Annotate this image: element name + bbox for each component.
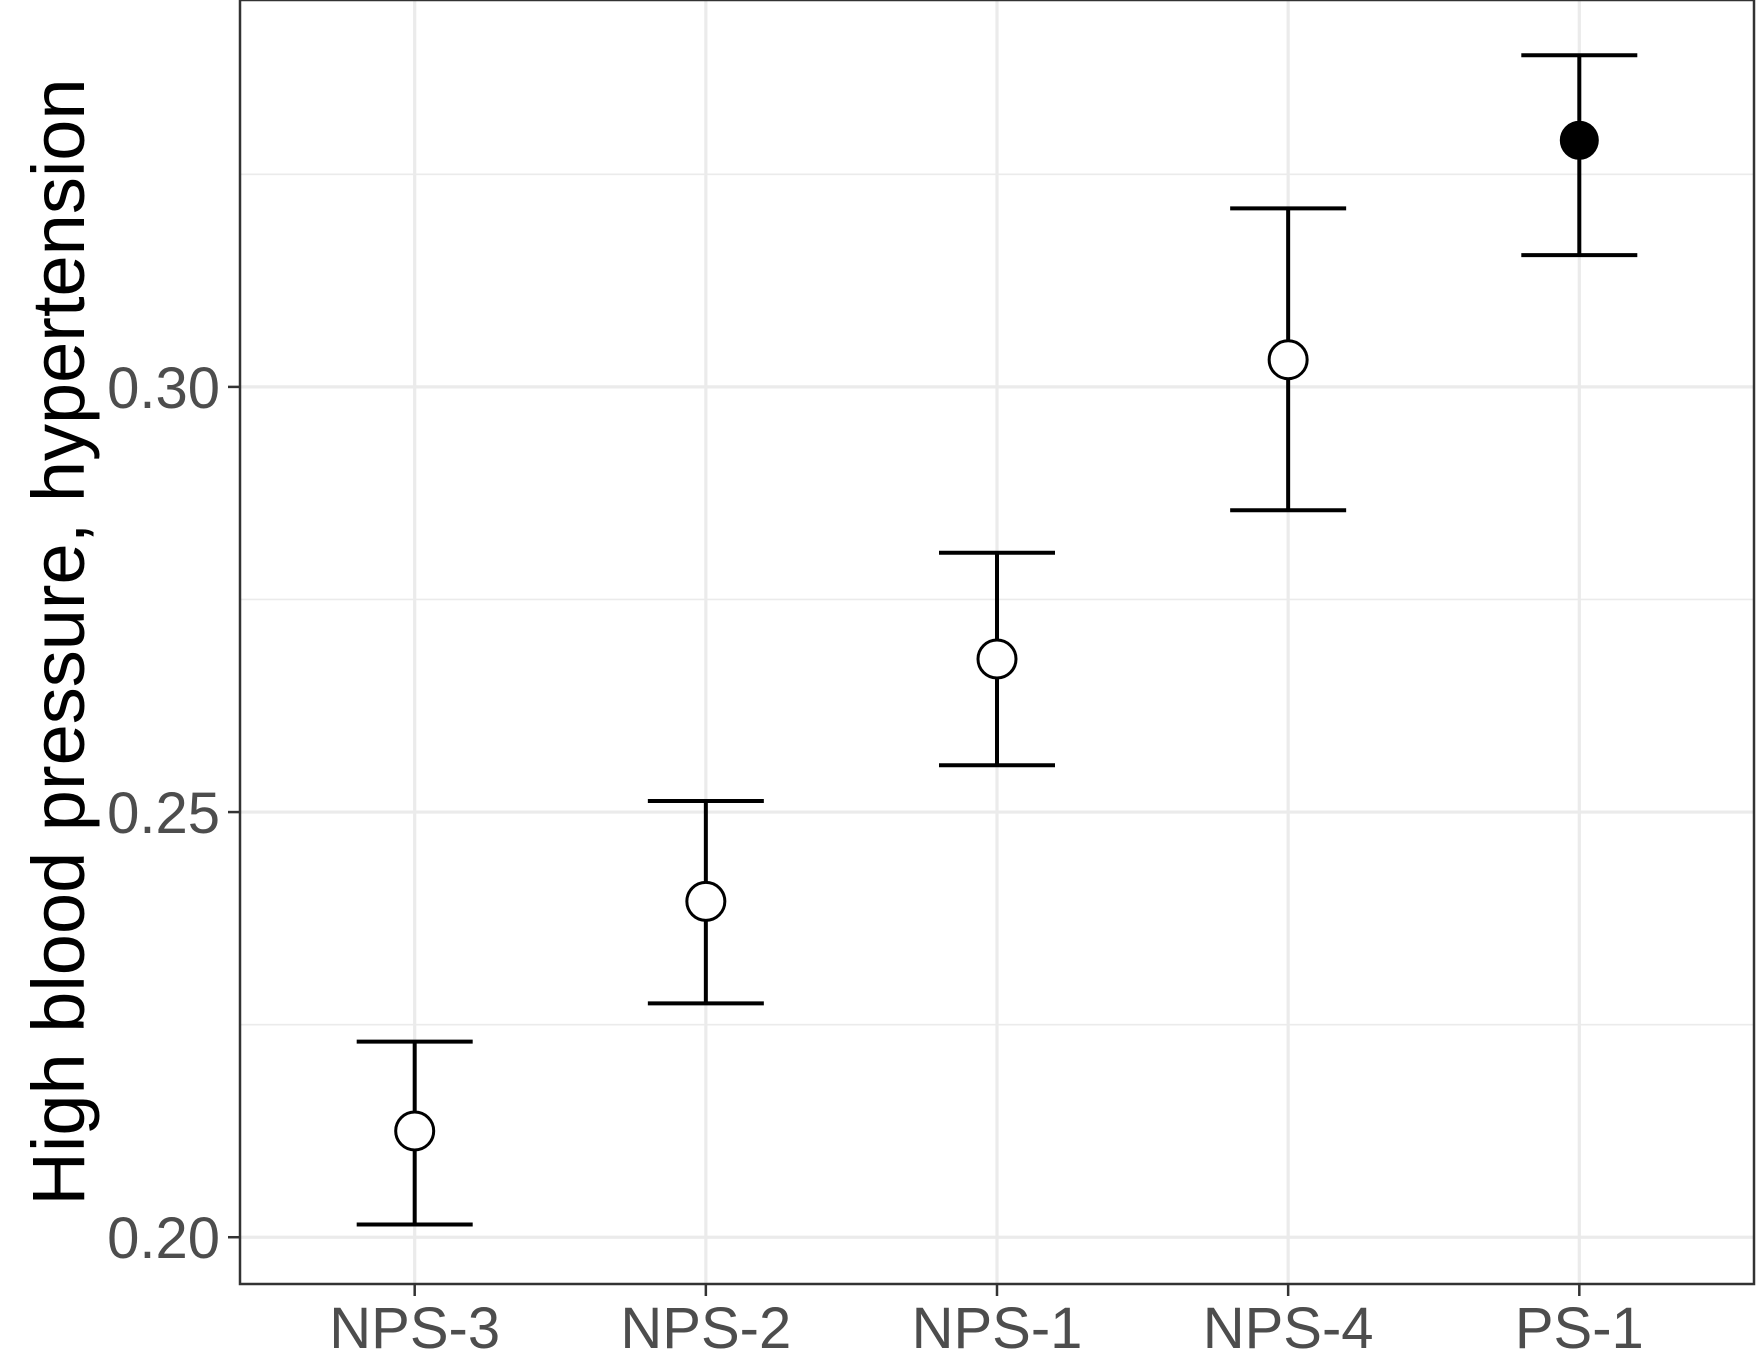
error-bar-point-group — [356, 1039, 473, 1227]
data-point-open — [1267, 339, 1309, 381]
error-bar-point-group — [939, 550, 1055, 768]
data-point-open — [394, 1110, 436, 1152]
x-tick-label: NPS-1 — [912, 1296, 1083, 1354]
error-bar-point-group — [647, 799, 764, 1006]
data-point-open — [685, 880, 727, 922]
data-series — [356, 53, 1638, 1227]
error-bar-point-group — [1230, 206, 1347, 513]
axes: 0.20 0.25 0.30 NPS-3 NPS-2 NPS-1 NPS-4 PS-1 — [107, 356, 1644, 1354]
y-tick-label: 0.30 — [107, 356, 220, 421]
y-axis-title: High blood pressure, hypertension — [17, 78, 100, 1205]
y-tick-label: 0.25 — [107, 781, 220, 846]
x-tick-label: NPS-3 — [329, 1296, 500, 1354]
x-tick-label: NPS-4 — [1203, 1296, 1374, 1354]
error-bar-point-group — [1521, 53, 1638, 258]
data-point-filled — [1559, 120, 1599, 160]
x-tick-label: PS-1 — [1515, 1296, 1644, 1354]
y-tick-label: 0.20 — [107, 1206, 220, 1271]
data-point-open — [976, 638, 1018, 680]
x-tick-label: NPS-2 — [620, 1296, 791, 1354]
